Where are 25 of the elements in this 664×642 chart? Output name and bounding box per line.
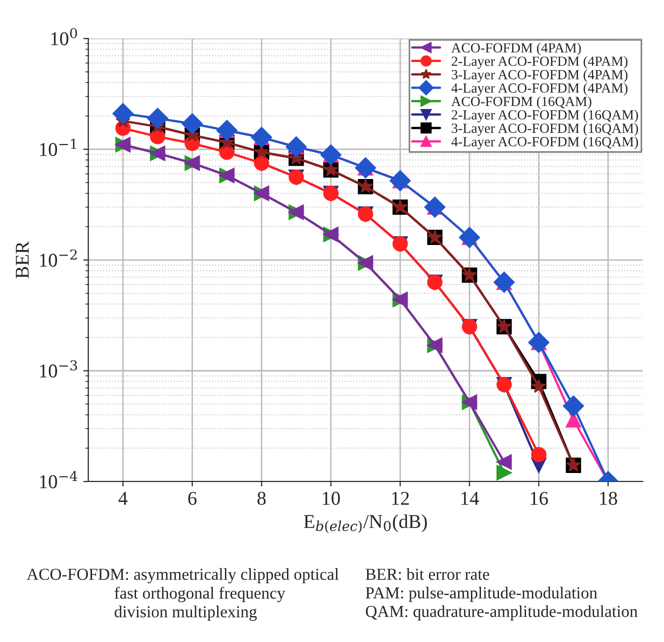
x-tick-label: 8	[257, 492, 266, 505]
legend-label: 3-Layer ACO-FOFDM (16QAM)	[452, 123, 638, 136]
text: ACO-FOFDM: asymmetrically clipped optical fast orthogonal frequency division multiplexing	[26, 568, 339, 621]
y-tick-label: 10$^{0}$	[51, 28, 77, 46]
legend-label: 4-Layer ACO-FOFDM (4PAM)	[451, 82, 628, 96]
legend-label: 2-Layer ACO-FOFDM (16QAM)	[452, 110, 638, 122]
y-tick-label: 10$^{−3}$	[40, 360, 78, 378]
x-tick-label: 18	[600, 492, 618, 505]
legend-label: 3-Layer ACO-FOFDM (4PAM)	[452, 70, 628, 82]
text: BER: bit error rate PAM: pulse-amplitude-modulation QAM: quadrature-amplitude-modulation	[366, 568, 638, 620]
y-tick-label: 10$^{−2}$	[40, 249, 77, 267]
legend-label: ACO-FOFDM (4PAM)	[451, 42, 581, 56]
x-tick-label: 12	[392, 492, 409, 505]
legend-label: 4-Layer ACO-FOFDM (16QAM)	[451, 136, 638, 150]
x-axis-title: E$_{b(elec)}$/N$_{0}$(dB)	[304, 514, 427, 534]
y-tick-label: 10$^{−1}$	[40, 138, 76, 156]
y-axis-title: BER	[16, 241, 29, 278]
x-tick-label: 4	[118, 492, 128, 505]
x-tick-label: 6	[188, 492, 197, 505]
x-tick-label: 10	[322, 492, 340, 505]
x-tick-label: 16	[530, 492, 548, 505]
y-tick-label: 10$^{−4}$	[40, 470, 78, 488]
legend-label: ACO-FOFDM (16QAM)	[451, 96, 592, 109]
x-tick-label: 14	[461, 492, 479, 505]
legend-label: 2-Layer ACO-FOFDM (4PAM)	[452, 56, 628, 69]
